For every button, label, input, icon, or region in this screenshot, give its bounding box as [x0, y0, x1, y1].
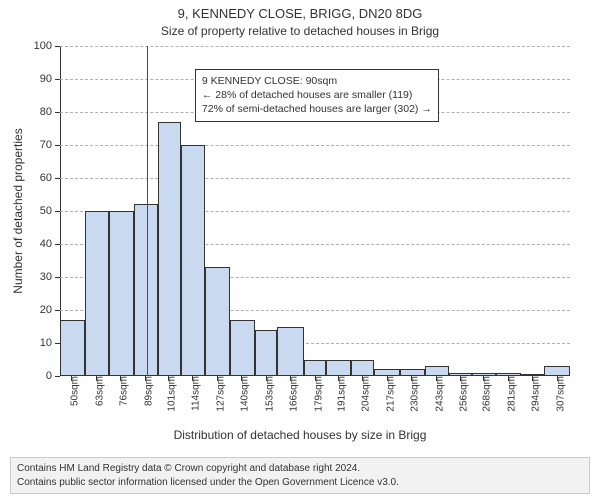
- histogram-bar: [60, 320, 85, 376]
- chart-title: 9, KENNEDY CLOSE, BRIGG, DN20 8DG: [0, 6, 600, 21]
- histogram-bar: [544, 366, 570, 376]
- ytick-label: 50: [40, 205, 60, 217]
- xtick-label: 140sqm: [232, 376, 251, 412]
- histogram-bar: [277, 327, 303, 377]
- xtick-label: 101sqm: [158, 376, 177, 412]
- ytick-label: 100: [34, 40, 60, 52]
- xtick-label: 63sqm: [86, 376, 105, 406]
- histogram-bar: [304, 360, 327, 377]
- histogram-bar: [326, 360, 351, 377]
- x-axis-label: Distribution of detached houses by size …: [0, 428, 600, 442]
- ytick-label: 30: [40, 271, 60, 283]
- xtick-label: 204sqm: [353, 376, 372, 412]
- annotation-line: ← 28% of detached houses are smaller (11…: [202, 88, 432, 102]
- gridline: [60, 145, 570, 146]
- chart-subtitle: Size of property relative to detached ho…: [0, 24, 600, 38]
- ytick-label: 90: [40, 73, 60, 85]
- xtick-label: 76sqm: [111, 376, 130, 406]
- xtick-label: 89sqm: [136, 376, 155, 406]
- xtick-label: 166sqm: [281, 376, 300, 412]
- footer-line: Contains public sector information licen…: [17, 476, 583, 490]
- xtick-label: 294sqm: [523, 376, 542, 412]
- xtick-label: 307sqm: [547, 376, 566, 412]
- ytick-label: 80: [40, 106, 60, 118]
- annotation-line: 9 KENNEDY CLOSE: 90sqm: [202, 74, 432, 88]
- xtick-label: 191sqm: [328, 376, 347, 412]
- xtick-label: 243sqm: [426, 376, 445, 412]
- histogram-bar: [425, 366, 450, 376]
- reference-line: [147, 46, 148, 376]
- xtick-label: 217sqm: [377, 376, 396, 412]
- annotation-box: 9 KENNEDY CLOSE: 90sqm← 28% of detached …: [195, 69, 439, 122]
- xtick-label: 230sqm: [402, 376, 421, 412]
- attribution-footer: Contains HM Land Registry data © Crown c…: [10, 457, 590, 494]
- histogram-bar: [181, 145, 206, 376]
- y-axis-label: Number of detached properties: [11, 128, 25, 293]
- ytick-label: 70: [40, 139, 60, 151]
- histogram-bar: [374, 369, 400, 376]
- gridline: [60, 178, 570, 179]
- ytick-label: 40: [40, 238, 60, 250]
- ytick-label: 10: [40, 337, 60, 349]
- ytick-label: 60: [40, 172, 60, 184]
- xtick-label: 114sqm: [183, 376, 202, 411]
- plot-area: 010203040506070809010050sqm63sqm76sqm89s…: [60, 46, 570, 376]
- histogram-bar: [351, 360, 374, 377]
- xtick-label: 50sqm: [62, 376, 81, 406]
- histogram-bar: [158, 122, 181, 376]
- histogram-bar: [85, 211, 110, 376]
- xtick-label: 153sqm: [256, 376, 275, 412]
- histogram-bar: [400, 369, 425, 376]
- histogram-bar: [205, 267, 230, 376]
- histogram-bar: [255, 330, 278, 376]
- ytick-label: 20: [40, 304, 60, 316]
- histogram-bar: [230, 320, 255, 376]
- annotation-line: 72% of semi-detached houses are larger (…: [202, 102, 432, 116]
- figure: 9, KENNEDY CLOSE, BRIGG, DN20 8DG Size o…: [0, 0, 600, 500]
- xtick-label: 268sqm: [474, 376, 493, 412]
- ytick-label: 0: [46, 370, 60, 382]
- gridline: [60, 46, 570, 47]
- xtick-label: 256sqm: [451, 376, 470, 412]
- histogram-bar: [109, 211, 134, 376]
- xtick-label: 281sqm: [498, 376, 517, 412]
- xtick-label: 179sqm: [306, 376, 325, 412]
- footer-line: Contains HM Land Registry data © Crown c…: [17, 462, 583, 476]
- xtick-label: 127sqm: [207, 376, 226, 412]
